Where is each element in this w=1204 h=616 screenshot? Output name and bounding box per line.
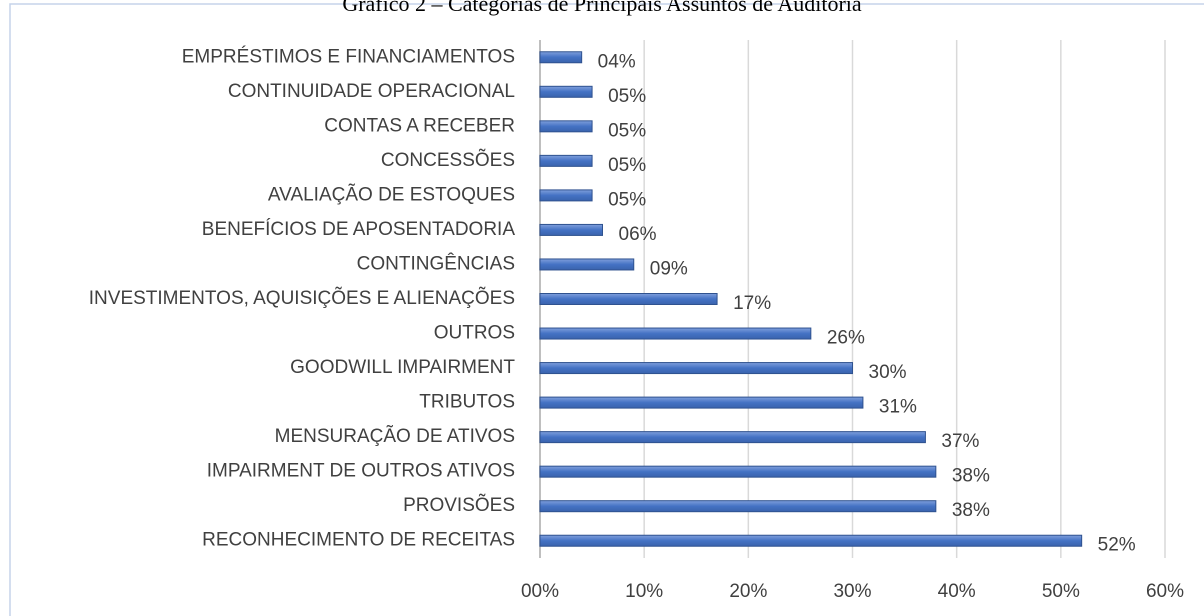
value-label: 31% <box>879 397 917 418</box>
y-tick-label: CONTINUIDADE OPERACIONAL <box>228 81 515 102</box>
y-tick-label: PROVISÕES <box>403 494 515 516</box>
y-tick-label: GOODWILL IMPAIRMENT <box>290 357 515 378</box>
bar <box>539 293 718 305</box>
bar <box>539 51 583 64</box>
bar <box>539 85 593 98</box>
value-label: 05% <box>608 86 646 107</box>
y-tick-label: IMPAIRMENT DE OUTROS ATIVOS <box>207 461 515 482</box>
x-tick-label: 20% <box>729 581 767 602</box>
value-label: 04% <box>598 51 636 72</box>
bar <box>539 154 593 167</box>
y-tick-label: RECONHECIMENTO DE RECEITAS <box>202 530 515 551</box>
value-label: 05% <box>608 155 646 176</box>
value-label: 30% <box>869 362 907 383</box>
x-tick-label: 10% <box>625 581 663 602</box>
y-tick-label: CONCESSÕES <box>381 149 515 171</box>
value-label: 17% <box>733 293 771 314</box>
bar <box>539 327 812 340</box>
bar <box>539 362 853 375</box>
bar <box>539 120 593 133</box>
y-tick-label: OUTROS <box>434 323 515 344</box>
bar <box>539 223 603 236</box>
value-label: 37% <box>941 431 979 452</box>
bar <box>539 431 926 444</box>
value-label: 52% <box>1098 535 1136 556</box>
y-tick-label: MENSURAÇÃO DE ATIVOS <box>275 425 515 447</box>
chart-border <box>9 3 1204 616</box>
value-label: 38% <box>952 500 990 521</box>
chart-title: Gráfico 2 – Categorias de Principais Ass… <box>342 0 862 16</box>
y-tick-label: EMPRÉSTIMOS E FINANCIAMENTOS <box>182 46 515 67</box>
x-tick-label: 40% <box>938 581 976 602</box>
y-tick-label: AVALIAÇÃO DE ESTOQUES <box>268 183 515 205</box>
value-label: 38% <box>952 466 990 487</box>
value-label: 05% <box>608 189 646 210</box>
x-tick-label: 00% <box>521 581 559 602</box>
bar <box>539 500 937 513</box>
x-tick-label: 30% <box>833 581 871 602</box>
y-tick-label: TRIBUTOS <box>419 392 515 413</box>
bar <box>539 396 864 409</box>
bar <box>539 258 635 271</box>
x-tick-label: 50% <box>1042 581 1080 602</box>
y-tick-label: CONTINGÊNCIAS <box>357 252 515 274</box>
bar <box>539 189 593 202</box>
y-tick-label: INVESTIMENTOS, AQUISIÇÕES E ALIENAÇÕES <box>89 287 515 309</box>
value-label: 09% <box>650 258 688 279</box>
x-tick-label: 60% <box>1146 581 1184 602</box>
value-label: 05% <box>608 120 646 141</box>
value-label: 06% <box>619 224 657 245</box>
y-tick-label: CONTAS A RECEBER <box>324 115 515 136</box>
y-tick-label: BENEFÍCIOS DE APOSENTADORIA <box>202 219 516 240</box>
value-label: 26% <box>827 328 865 349</box>
bar <box>539 465 937 478</box>
bar <box>539 534 1083 547</box>
